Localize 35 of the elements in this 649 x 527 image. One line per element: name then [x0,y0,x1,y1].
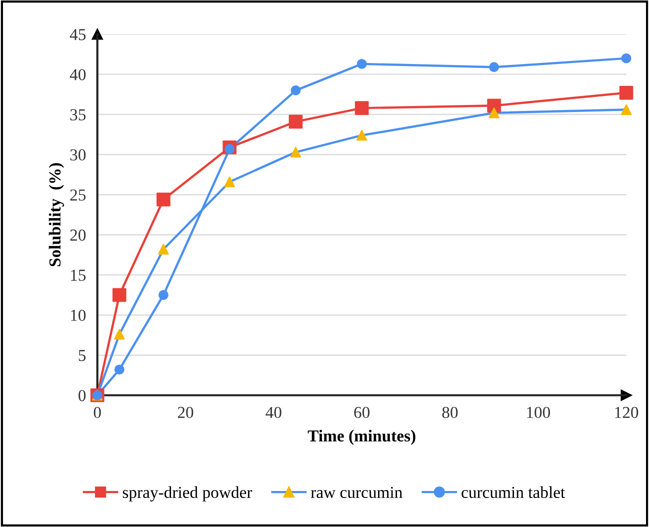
point [158,244,169,255]
x-tick-label: 40 [266,406,282,418]
x-tick-label: 120 [615,406,638,418]
y-tick-label: 10 [71,310,86,321]
y-tick-label: 5 [78,350,86,362]
point [487,98,501,113]
point [112,288,126,302]
point [114,328,125,340]
legend-label: spray-dried powder [122,486,252,502]
x-tick-label: 80 [442,406,458,418]
x-tick-label: 100 [527,406,550,418]
point [354,101,369,115]
point [156,192,170,206]
point [619,86,634,100]
y-tick-label: 45 [70,29,86,40]
point [488,108,500,118]
legend-label: raw curcumin [310,486,402,498]
y-tick-label: 25 [70,189,86,201]
point [290,146,302,158]
x-tick-label: 60 [354,406,370,418]
point [288,114,303,129]
y-tick-label: 30 [70,149,86,161]
y-tick-label: 0 [78,390,86,402]
x-axis-title: Time (minutes) [308,430,416,445]
y-tick-label: 40 [70,69,86,80]
y-tick-label: 15 [71,270,86,281]
y-tick-label: 35 [70,109,86,120]
x-tick-label: 20 [178,406,194,418]
y-tick-label: 20 [70,230,86,241]
point [356,130,368,141]
y-axis-title: Solubility (%) [48,163,64,266]
legend-label: curcumin tablet [462,486,566,498]
point [620,104,632,116]
x-tick-label: 0 [94,406,101,418]
point [224,176,235,188]
